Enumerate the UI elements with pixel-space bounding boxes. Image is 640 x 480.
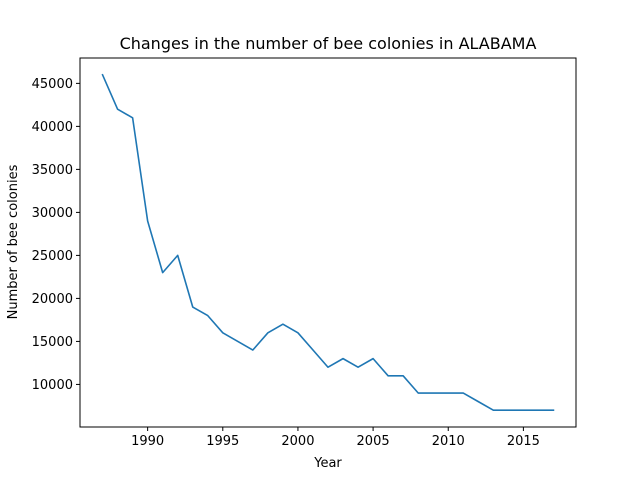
- data-point: [447, 392, 450, 395]
- y-tick-label: 15000: [32, 335, 73, 350]
- data-point: [131, 116, 134, 119]
- data-point: [342, 357, 345, 360]
- data-point: [387, 374, 390, 377]
- data-point: [402, 374, 405, 377]
- data-point: [221, 331, 224, 334]
- data-point: [146, 220, 149, 223]
- x-tick-label: 2015: [507, 434, 540, 449]
- y-tick-label: 20000: [32, 292, 73, 307]
- data-point: [206, 314, 209, 317]
- data-point: [537, 409, 540, 412]
- y-tick-label: 10000: [32, 378, 73, 393]
- data-point: [522, 409, 525, 412]
- data-point: [311, 349, 314, 352]
- data-point: [191, 306, 194, 309]
- data-point: [176, 254, 179, 257]
- data-point: [492, 409, 495, 412]
- y-axis: 10000 15000 20000 25000 30000 35000 40000 45000: [32, 77, 80, 393]
- data-point: [327, 366, 330, 369]
- data-point: [116, 108, 119, 111]
- plot-frame: [79, 57, 577, 428]
- y-axis-label: Number of bee colonies: [6, 164, 21, 319]
- data-point: [281, 323, 284, 326]
- data-point: [507, 409, 510, 412]
- series-line-0: [101, 73, 555, 412]
- data-point: [462, 392, 465, 395]
- y-tick-label: 30000: [32, 206, 73, 221]
- x-axis-label: Year: [313, 456, 342, 471]
- y-tick-label: 40000: [32, 120, 73, 135]
- chart-title: Changes in the number of bee colonies in…: [120, 34, 537, 53]
- data-point: [296, 331, 299, 334]
- data-point: [552, 409, 555, 412]
- data-point: [266, 331, 269, 334]
- data-point: [372, 357, 375, 360]
- y-tick-label: 25000: [32, 249, 73, 264]
- data-point: [357, 366, 360, 369]
- plot-area: [101, 73, 555, 412]
- x-tick-label: 2000: [281, 434, 314, 449]
- data-point: [251, 349, 254, 352]
- data-point: [417, 392, 420, 395]
- x-tick-label: 1995: [206, 434, 239, 449]
- data-point: [477, 400, 480, 403]
- data-point: [161, 271, 164, 274]
- data-point: [236, 340, 239, 343]
- x-tick-label: 1990: [131, 434, 164, 449]
- x-tick-label: 2005: [357, 434, 390, 449]
- y-tick-label: 35000: [32, 163, 73, 178]
- data-point: [432, 392, 435, 395]
- x-tick-label: 2010: [432, 434, 465, 449]
- x-axis: 1990 1995 2000 2005 2010 2015: [131, 427, 540, 449]
- data-point: [101, 73, 104, 76]
- y-tick-label: 45000: [32, 77, 73, 92]
